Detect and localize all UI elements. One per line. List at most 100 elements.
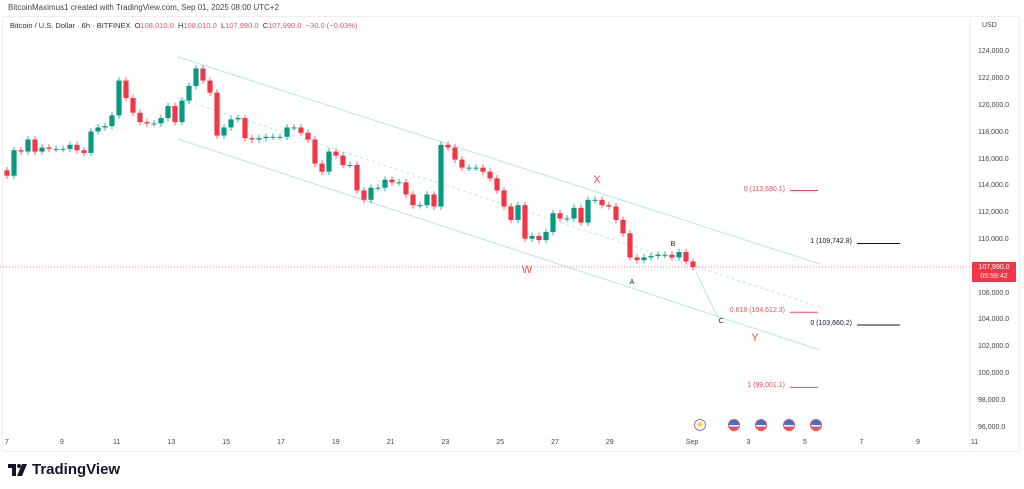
candle-body [417,205,423,207]
candle-body [648,256,654,258]
candle-body [53,148,59,150]
candle-body [599,199,605,206]
candle-body [389,179,395,183]
high-value: 108,010.0 [183,21,217,30]
candle-body [641,257,647,261]
symbol-name: Bitcoin / U.S. Dollar · 6h · BITFINEX [10,21,131,30]
close-label: C [262,21,269,30]
candle-body [375,187,381,189]
time-tick-label: 5 [803,439,807,446]
price-tick-label: 106,000.0 [978,289,1010,297]
currency-label[interactable]: USD [982,22,997,29]
tradingview-logo-icon [8,463,27,476]
tradingview-logo[interactable]: TradingView [8,461,120,478]
candle-body [151,123,157,125]
candle-body [214,92,220,136]
us-flag-icon[interactable] [810,419,822,431]
fib-label-red: 0 (113,690.1) [743,185,785,193]
candle-body [116,80,122,116]
candle-body [235,118,241,120]
candle-body [298,127,304,133]
candle-body [480,167,486,172]
us-flag-icon[interactable] [755,419,767,431]
candle-body [11,150,17,176]
candle-body [242,118,248,139]
candle-body [445,144,451,148]
candle-body [585,199,591,223]
channel-mid-line [177,97,821,308]
price-tick-label: 110,000.0 [978,236,1009,243]
candle-body [123,80,129,98]
candle-body [508,206,514,220]
candle-body [46,147,52,149]
time-tick-label: 9 [59,439,64,446]
candle-body [25,139,31,152]
candle-body [592,199,598,201]
candle-body [473,167,479,169]
wave-label-c: C [718,317,724,325]
candle-body [186,85,192,101]
price-tick-label: 102,000.0 [978,343,1010,351]
candle-body [4,170,10,176]
candle-body [144,122,150,124]
candle-body [634,257,640,261]
price-tick-label: 112,000.0 [978,209,1009,217]
candle-body [403,182,409,195]
candle-body [158,118,164,124]
candle-body [221,127,227,136]
candle-body [200,68,206,81]
candle-body [74,144,80,151]
channel-upper-line [177,56,821,265]
candle-body [228,119,234,128]
candle-body [550,213,556,232]
candle-body [466,167,472,169]
candle-body [361,190,367,200]
price-tick-label: 120,000.0 [978,102,1010,109]
candle-body [382,179,388,188]
fib-label-red: 0.618 (104,612.3) [729,307,785,315]
candle-body [88,131,94,153]
candle-body [60,148,66,150]
time-tick-label: 19 [331,439,340,446]
candle-body [627,233,633,258]
candle-body [256,138,262,140]
candle-body [95,127,101,132]
candle-body [291,127,297,129]
symbol-legend: Bitcoin / U.S. Dollar · 6h · BITFINEX O1… [10,21,357,30]
candle-body [662,254,668,256]
bar-countdown: 05:59:42 [980,273,1008,280]
candle-body [81,150,87,153]
us-flag-icon[interactable] [728,419,740,431]
wave-label-w: W [521,263,533,276]
candle-body [613,206,619,220]
time-tick-label: Sep [685,439,699,446]
candle-body [284,127,290,137]
credit-line: BitcoinMaximus1 created with TradingView… [8,3,279,12]
candle-body [536,235,542,240]
time-tick-label: 11 [970,439,979,446]
candle-body [172,106,178,123]
candle-body [193,68,199,86]
candle-body [67,144,73,149]
candle-body [487,171,493,179]
time-tick-label: 3 [746,439,751,446]
time-tick-label: 7 [5,439,9,446]
open-value: 108,010.0 [140,21,174,30]
low-label: L [220,21,226,30]
us-flag-icon[interactable] [783,419,795,431]
price-tick-label: 98,000.0 [978,396,1006,404]
price-tick-label: 124,000.0 [978,48,1010,56]
time-tick-label: 23 [441,439,450,446]
candle-body [326,151,332,172]
candle-body [543,231,549,240]
wave-label-y: Y [751,332,759,345]
price-tick-label: 114,000.0 [978,182,1009,190]
candle-body [102,126,108,128]
candle-body [529,235,535,239]
wave-label-a: A [629,278,635,286]
price-tick-label: 104,000.0 [978,316,1010,324]
earnings-flash-icon[interactable]: ⚡ [694,419,706,431]
candle-body [676,252,682,258]
candle-body [669,254,675,258]
